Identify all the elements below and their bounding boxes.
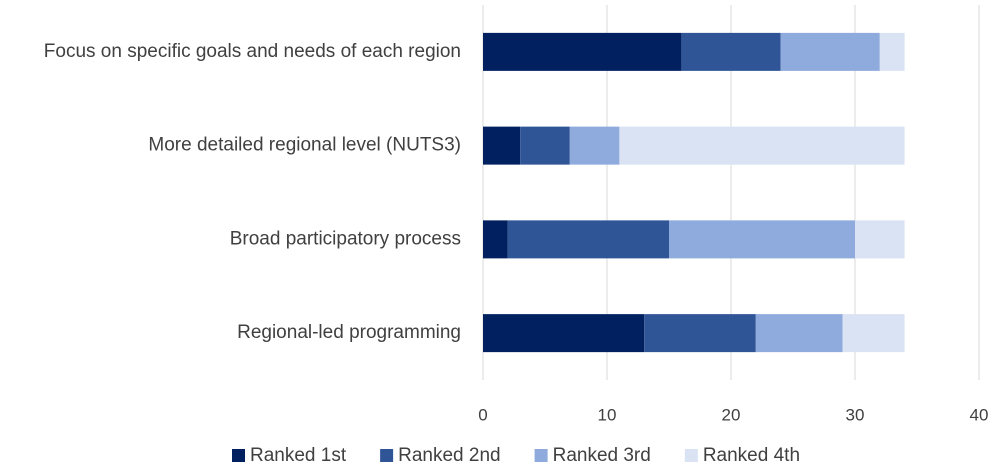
bar-segment [755, 314, 843, 353]
y-tick-label: Regional-led programming [237, 322, 461, 343]
x-tick-label: 0 [478, 405, 487, 424]
legend-swatch [380, 449, 394, 462]
x-tick-label: 30 [846, 405, 865, 424]
legend-swatch [534, 449, 548, 462]
bar-segment [669, 220, 855, 259]
bar-segment [507, 220, 669, 259]
y-tick-label: Focus on specific goals and needs of eac… [44, 41, 461, 62]
x-tick-label: 20 [722, 405, 741, 424]
bar-segment [619, 126, 905, 165]
bar-segment [879, 32, 905, 71]
y-tick-label: Broad participatory process [230, 228, 461, 249]
bar-segment [780, 32, 880, 71]
bar-segment [855, 220, 905, 259]
bar-segment [569, 126, 620, 165]
bar-segment [483, 32, 682, 71]
bar-segment [483, 314, 645, 353]
legend-label: Ranked 1st [250, 445, 347, 466]
bar-segment [483, 126, 521, 165]
bar-segment [520, 126, 570, 165]
y-tick-label: More detailed regional level (NUTS3) [148, 135, 461, 156]
x-tick-label: 10 [598, 405, 617, 424]
bar-segment [644, 314, 756, 353]
legend-label: Ranked 2nd [398, 445, 500, 466]
bar-segment [483, 220, 508, 259]
bar-segment [681, 32, 781, 71]
bar-segment [842, 314, 905, 353]
legend-label: Ranked 4th [703, 445, 800, 466]
legend-swatch [684, 449, 698, 462]
x-tick-label: 40 [970, 405, 989, 424]
legend-swatch [232, 449, 245, 462]
legend-label: Ranked 3rd [553, 445, 651, 466]
